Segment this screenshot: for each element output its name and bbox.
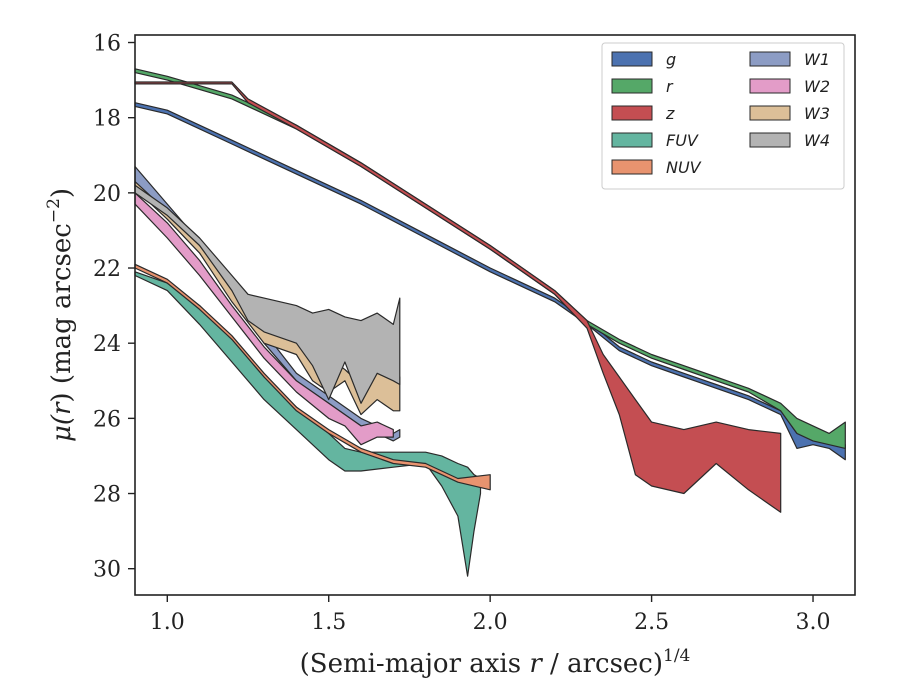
- y-tick-label: 24: [93, 332, 121, 357]
- y-tick-label: 30: [93, 558, 121, 583]
- y-tick-label: 28: [93, 483, 121, 508]
- legend-label-w3: W3: [804, 104, 830, 123]
- x-tick-label: 3.0: [796, 610, 831, 635]
- legend-label-g: g: [666, 50, 676, 69]
- plot-frame: [134, 34, 856, 596]
- y-tick-label: 20: [93, 182, 121, 207]
- y-tick-label: 26: [93, 407, 121, 432]
- legend-swatch-w4: [749, 132, 791, 148]
- y-tick-label: 16: [93, 32, 121, 57]
- x-axis-ticks: 1.0 1.5 2.0 2.5 3.0: [150, 595, 831, 635]
- legend-swatch-w1: [749, 51, 791, 67]
- legend-swatch-w2: [749, 78, 791, 94]
- band-z: [134, 81, 782, 513]
- y-axis-label: μ(r) (mag arcsec−2): [44, 188, 77, 442]
- y-axis-ticks: 16 18 20 22 24 26 28 30: [93, 32, 135, 583]
- legend-swatch-r: [611, 78, 653, 94]
- legend-swatch-g: [611, 51, 653, 67]
- legend-swatch-fuv: [611, 132, 653, 148]
- x-axis-label: (Semi-major axis r / arcsec)1/4: [300, 646, 691, 679]
- profile-bands: [134, 68, 846, 577]
- legend-label-fuv: FUV: [666, 131, 699, 150]
- x-tick-label: 2.0: [473, 610, 508, 635]
- x-tick-label: 1.0: [150, 610, 185, 635]
- band-nuv: [134, 263, 491, 491]
- x-tick-label: 1.5: [311, 610, 346, 635]
- legend-label-r: r: [666, 77, 674, 96]
- legend-label-nuv: NUV: [666, 158, 702, 177]
- y-tick-label: 18: [93, 107, 121, 132]
- x-tick-label: 2.5: [634, 610, 669, 635]
- legend-swatch-z: [611, 105, 653, 121]
- legend-label-w1: W1: [804, 50, 830, 69]
- legend-label-z: z: [665, 104, 675, 123]
- legend-label-w2: W2: [804, 77, 830, 96]
- band-g: [134, 102, 846, 461]
- y-tick-label: 22: [93, 257, 121, 282]
- band-w2: [134, 192, 394, 446]
- legend-label-w4: W4: [804, 131, 830, 150]
- band-w4: [134, 184, 401, 404]
- legend-swatch-nuv: [611, 159, 653, 175]
- legend-swatch-w3: [749, 105, 791, 121]
- legend: grz FUV NUV W1 W2 W3 W4: [601, 42, 845, 190]
